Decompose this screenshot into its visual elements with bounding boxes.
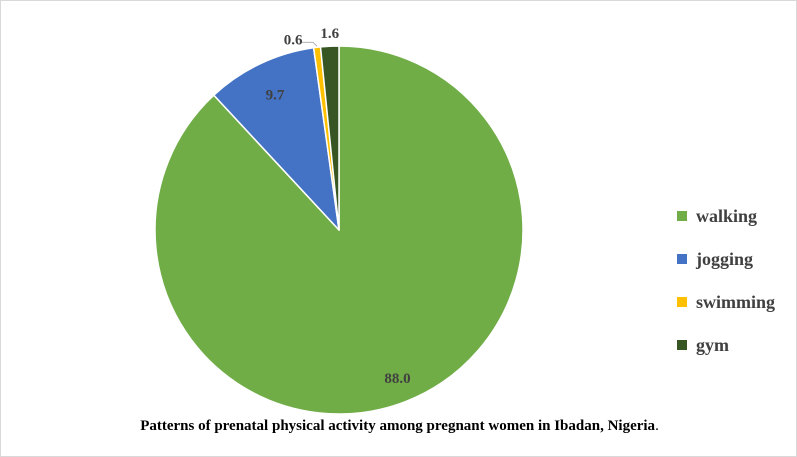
legend-swatch-gym <box>677 340 687 350</box>
leader-lines <box>302 41 318 47</box>
legend-swatch-swimming <box>677 297 687 307</box>
legend-item-gym: gym <box>677 333 792 357</box>
legend-item-swimming: swimming <box>677 290 792 314</box>
legend-item-walking: walking <box>677 204 792 228</box>
figure-caption: Patterns of prenatal physical activity a… <box>1 418 796 435</box>
legend-label-walking: walking <box>696 205 758 226</box>
data-label-gym: 1.6 <box>320 26 339 42</box>
legend-item-jogging: jogging <box>677 247 792 271</box>
legend-label-swimming: swimming <box>696 291 776 312</box>
data-label-walking: 88.0 <box>384 371 410 387</box>
caption-text: Patterns of prenatal physical activity a… <box>140 418 656 434</box>
chart-legend: walking jogging swimming gym <box>677 204 792 376</box>
data-labels: 88.0 9.7 0.6 1.6 <box>266 26 411 387</box>
data-label-jogging: 9.7 <box>266 87 285 103</box>
legend-swatch-walking <box>677 211 687 221</box>
legend-label-gym: gym <box>696 334 729 355</box>
pie-slices <box>154 45 524 415</box>
pie-slice-jogging <box>213 47 340 231</box>
legend-swatch-jogging <box>677 254 687 264</box>
caption-period: . <box>655 418 659 434</box>
leader-line-swimming <box>302 41 318 47</box>
data-label-swimming: 0.6 <box>284 32 303 48</box>
pie-slice-gym <box>319 45 340 231</box>
legend-label-jogging: jogging <box>696 248 754 269</box>
